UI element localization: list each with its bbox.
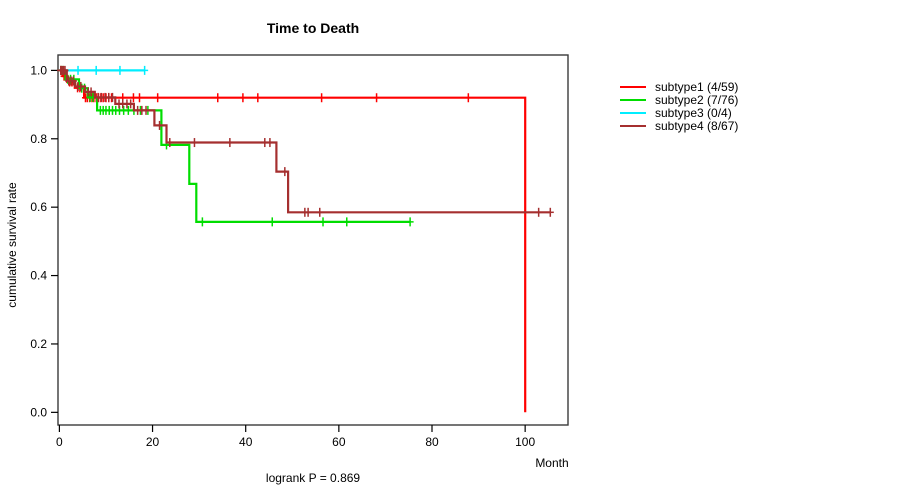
x-axis-label: Month [535, 456, 569, 470]
survival-curve-subtype1 [59, 69, 527, 413]
legend-item: subtype2 (7/76) [620, 92, 739, 107]
y-tick-label: 0.8 [30, 132, 47, 146]
y-tick-label: 1.0 [30, 63, 47, 77]
x-tick-label: 0 [56, 435, 63, 449]
y-tick-label: 0.2 [30, 337, 47, 351]
legend-color-line [620, 124, 646, 127]
legend-label: subtype4 (8/67) [655, 118, 739, 133]
y-tick-label: 0.4 [30, 269, 47, 283]
legend-item: subtype3 (0/4) [620, 105, 738, 120]
y-tick-label: 0.6 [30, 200, 47, 214]
legend-label: subtype3 (0/4) [655, 105, 732, 120]
legend-label: subtype1 (4/59) [655, 79, 739, 94]
x-tick-label: 40 [239, 435, 253, 449]
legend-color-line [620, 111, 646, 114]
x-tick-label: 20 [146, 435, 160, 449]
series-subtype1 [57, 65, 527, 413]
logrank-p-value: logrank P = 0.869 [265, 471, 361, 485]
series-subtype2 [57, 65, 414, 227]
x-tick-label: 80 [425, 435, 439, 449]
survival-curve-subtype4 [59, 69, 551, 214]
chart-title: Time to Death [266, 20, 360, 36]
plot-box [57, 54, 569, 426]
x-tick-label: 60 [332, 435, 346, 449]
legend-color-line [620, 85, 646, 88]
series-subtype4 [57, 65, 554, 217]
x-tick-label: 100 [515, 435, 535, 449]
series-subtype3 [59, 65, 149, 75]
legend: subtype1 (4/59) subtype2 (7/76) subtype3 (… [620, 79, 739, 133]
legend-label: subtype2 (7/76) [655, 92, 739, 107]
legend-color-line [620, 98, 646, 101]
legend-item: subtype4 (8/67) [620, 118, 739, 133]
y-tick-label: 0.0 [30, 405, 47, 419]
legend-item: subtype1 (4/59) [620, 79, 739, 94]
